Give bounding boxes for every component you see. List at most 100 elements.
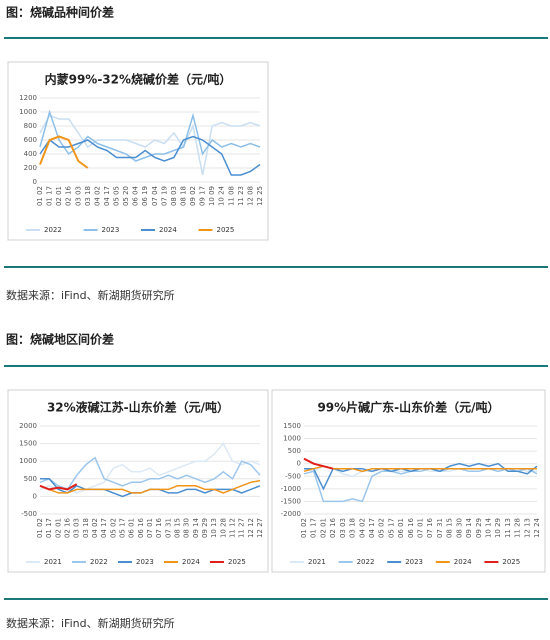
- y-tick-label: 1500: [19, 440, 37, 448]
- x-tick-label: 05 17: [119, 518, 127, 538]
- x-tick-label: 09 14: [192, 517, 200, 538]
- y-tick-label: 0: [297, 460, 301, 468]
- y-tick-label: 0: [33, 178, 37, 186]
- x-tick-label: 01 17: [310, 518, 318, 538]
- x-tick-label: 12 13: [523, 518, 531, 538]
- series-line: [303, 457, 334, 470]
- x-tick-label: 07 16: [426, 517, 434, 538]
- x-tick-label: 12 08: [246, 186, 254, 206]
- y-tick-label: 1200: [19, 94, 37, 102]
- x-tick-label: 03 18: [349, 518, 357, 538]
- series-line: [303, 467, 538, 503]
- y-tick-label: 500: [288, 447, 301, 455]
- series-line: [303, 465, 537, 473]
- x-tick-label: 11 12: [229, 518, 237, 538]
- legend-label: 2025: [228, 558, 246, 566]
- x-tick-label: 02 01: [54, 518, 62, 538]
- x-tick-label: 11 28: [514, 518, 522, 538]
- x-tick-label: 07 19: [160, 186, 168, 206]
- legend-label: 2024: [182, 558, 200, 566]
- x-tick-label: 03 03: [73, 518, 81, 538]
- source: 数据来源：iFind、新湖期货研究所: [6, 616, 175, 630]
- x-tick-label: 02 01: [319, 518, 327, 538]
- x-tick-label: 08 15: [446, 518, 454, 538]
- y-tick-label: 1500: [283, 422, 301, 430]
- y-tick-label: 2000: [19, 422, 37, 430]
- series-line: [39, 114, 261, 176]
- x-tick-label: 06 01: [128, 518, 136, 538]
- chart-title: 内蒙99%-32%烧碱价差（元/吨）: [45, 72, 232, 87]
- series-line: [39, 479, 261, 494]
- x-tick-label: 01 17: [46, 186, 54, 206]
- section-title: 图：烧碱地区间价差: [6, 332, 114, 347]
- series-line: [39, 456, 261, 491]
- legend-label: 2025: [502, 558, 520, 566]
- legend-label: 2023: [405, 558, 423, 566]
- legend-label: 2022: [357, 558, 375, 566]
- series-line: [39, 135, 89, 169]
- x-tick-label: 05 20: [122, 186, 130, 206]
- x-tick-label: 09 02: [189, 186, 197, 206]
- x-tick-label: 09 29: [475, 518, 483, 538]
- chart-frame: [7, 389, 269, 573]
- x-tick-label: 03 18: [82, 518, 90, 538]
- x-tick-label: 10 28: [219, 518, 227, 538]
- x-tick-label: 06 01: [397, 518, 405, 538]
- legend-label: 2024: [159, 226, 177, 234]
- x-tick-label: 11 27: [238, 518, 246, 538]
- x-tick-label: 06 04: [132, 185, 140, 206]
- series-line: [39, 483, 78, 491]
- y-tick-label: 1000: [19, 457, 37, 465]
- y-tick-label: 200: [24, 164, 37, 172]
- x-tick-label: 10 24: [218, 185, 226, 206]
- x-tick-label: 03 03: [339, 518, 347, 538]
- y-tick-label: 400: [24, 150, 37, 158]
- x-tick-label: 01 17: [45, 518, 53, 538]
- x-tick-label: 08 18: [179, 186, 187, 206]
- x-tick-label: 12 24: [533, 517, 541, 538]
- x-tick-label: 11 13: [504, 518, 512, 538]
- y-tick-label: -2000: [281, 510, 301, 518]
- x-tick-label: 05 02: [378, 518, 386, 538]
- series-line: [39, 109, 261, 162]
- legend-label: 2022: [90, 558, 108, 566]
- divider: [4, 266, 548, 268]
- x-tick-label: 10 29: [494, 518, 502, 538]
- x-tick-label: 07 01: [146, 518, 154, 538]
- x-tick-label: 02 16: [329, 517, 337, 538]
- legend-label: 2021: [44, 558, 62, 566]
- x-tick-label: 06 19: [141, 186, 149, 206]
- x-tick-label: 07 04: [151, 185, 159, 206]
- section-title: 图：烧碱品种间价差: [6, 5, 114, 20]
- x-tick-label: 10 09: [208, 186, 216, 206]
- series-line: [39, 442, 261, 494]
- x-tick-label: 09 14: [465, 517, 473, 538]
- x-tick-label: 01 02: [36, 186, 44, 206]
- x-tick-label: 03 18: [84, 186, 92, 206]
- y-tick-label: -1500: [281, 497, 301, 505]
- y-tick-label: 500: [24, 475, 37, 483]
- y-tick-label: 800: [24, 122, 37, 130]
- x-tick-label: 01 02: [300, 518, 308, 538]
- y-tick-label: -1000: [281, 485, 301, 493]
- y-tick-label: 1000: [19, 108, 37, 116]
- x-tick-label: 04 17: [100, 518, 108, 538]
- x-tick-label: 07 31: [436, 518, 444, 538]
- x-tick-label: 06 16: [407, 517, 415, 538]
- x-tick-label: 12 25: [256, 186, 264, 206]
- legend-label: 2021: [308, 558, 326, 566]
- divider: [4, 37, 548, 39]
- x-tick-label: 06 16: [137, 517, 145, 538]
- x-tick-label: 11 08: [227, 186, 235, 206]
- x-tick-label: 07 01: [417, 518, 425, 538]
- divider: [4, 598, 548, 600]
- y-tick-label: 0: [33, 492, 37, 500]
- y-tick-label: -500: [285, 472, 301, 480]
- y-tick-label: 600: [24, 136, 37, 144]
- x-tick-label: 04 02: [91, 518, 99, 538]
- chart-frame: [271, 389, 546, 573]
- x-tick-label: 04 17: [368, 518, 376, 538]
- chart-frame: [7, 61, 269, 241]
- x-tick-label: 05 02: [109, 518, 117, 538]
